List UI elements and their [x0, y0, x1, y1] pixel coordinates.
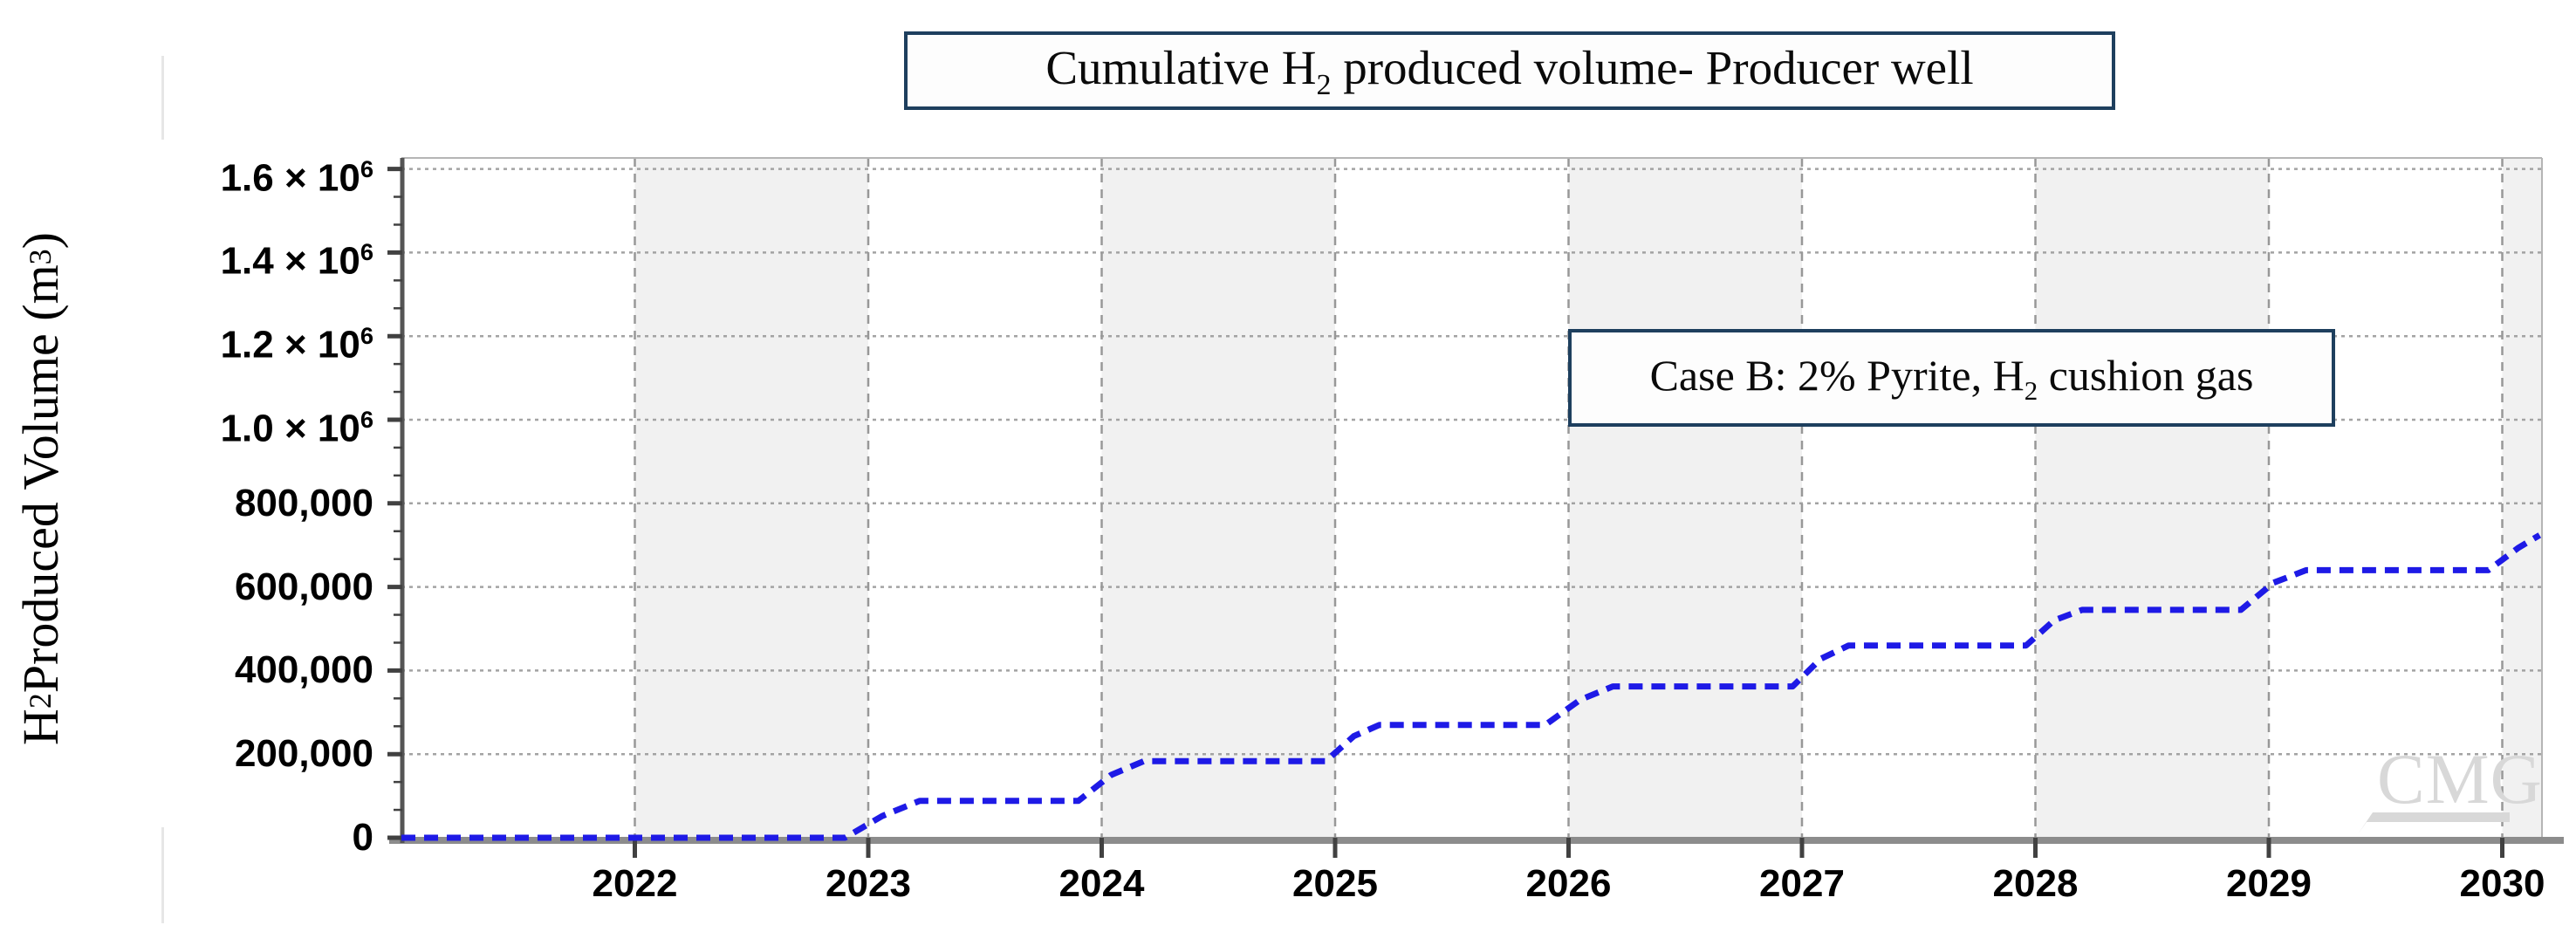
x-tick-label: 2030 — [2459, 862, 2545, 905]
cmg-watermark: CMG — [2377, 743, 2543, 815]
case-annotation: Case B: 2% Pyrite, H2 cushion gas — [1649, 350, 2254, 406]
x-tick-label: 2026 — [1525, 862, 1612, 905]
y-tick-label: 200,000 — [234, 732, 373, 776]
cmg-watermark-underline — [2358, 812, 2510, 834]
x-tick-label: 2022 — [592, 862, 678, 905]
case-annotation-box: Case B: 2% Pyrite, H2 cushion gas — [1568, 329, 2335, 427]
x-tick-label: 2029 — [2226, 862, 2312, 905]
y-tick-label: 1.0 × 106 — [220, 406, 373, 450]
year-shading-band — [1101, 158, 1335, 838]
chart-title: Cumulative H2 produced volume- Producer … — [1045, 40, 1974, 101]
x-tick-label: 2028 — [1992, 862, 2079, 905]
year-shading-band — [2502, 158, 2542, 838]
page-edge-artifact-top — [161, 56, 164, 140]
x-tick-label: 2025 — [1292, 862, 1378, 905]
y-tick-label: 1.4 × 106 — [220, 238, 373, 284]
x-tick-label: 2027 — [1759, 862, 1845, 905]
y-tick-label: 1.6 × 106 — [220, 154, 373, 200]
y-tick-label: 400,000 — [234, 648, 373, 692]
chart-title-box: Cumulative H2 produced volume- Producer … — [904, 31, 2115, 110]
x-tick-label: 2024 — [1058, 862, 1145, 905]
x-tick-label: 2023 — [826, 862, 911, 905]
y-tick-label: 600,000 — [234, 565, 373, 608]
year-shading-band — [1568, 158, 1802, 838]
series-cumulative-h2-line — [401, 532, 2542, 841]
y-tick-label: 0 — [352, 816, 373, 859]
year-shading-band — [634, 158, 868, 838]
y-tick-label: 800,000 — [234, 481, 373, 524]
cmg-watermark-text: CMG — [2377, 739, 2543, 819]
year-shading-band — [2035, 158, 2269, 838]
page-edge-artifact-bottom — [161, 827, 164, 923]
y-tick-label: 1.2 × 106 — [220, 322, 373, 367]
